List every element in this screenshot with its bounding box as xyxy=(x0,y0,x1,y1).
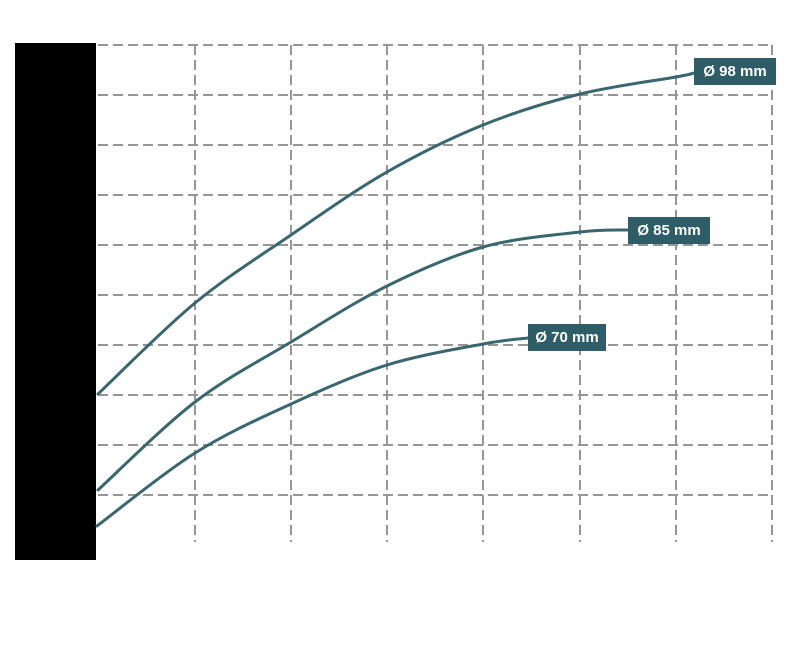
curve-98mm xyxy=(96,71,696,396)
grid xyxy=(98,44,773,542)
label-box-85mm xyxy=(628,217,710,244)
series-label-98mm: Ø 98 mm xyxy=(694,58,776,85)
series-label-70mm: Ø 70 mm xyxy=(528,324,606,351)
left-axis-band xyxy=(15,43,96,560)
series-label-85mm: Ø 85 mm xyxy=(628,217,710,244)
label-text-70mm: Ø 70 mm xyxy=(535,329,598,346)
label-text-98mm: Ø 98 mm xyxy=(703,63,766,80)
curve-85mm xyxy=(96,228,630,492)
curve-70mm xyxy=(95,336,530,528)
label-box-70mm xyxy=(528,324,606,351)
label-text-85mm: Ø 85 mm xyxy=(637,222,700,239)
label-box-98mm xyxy=(694,58,776,85)
